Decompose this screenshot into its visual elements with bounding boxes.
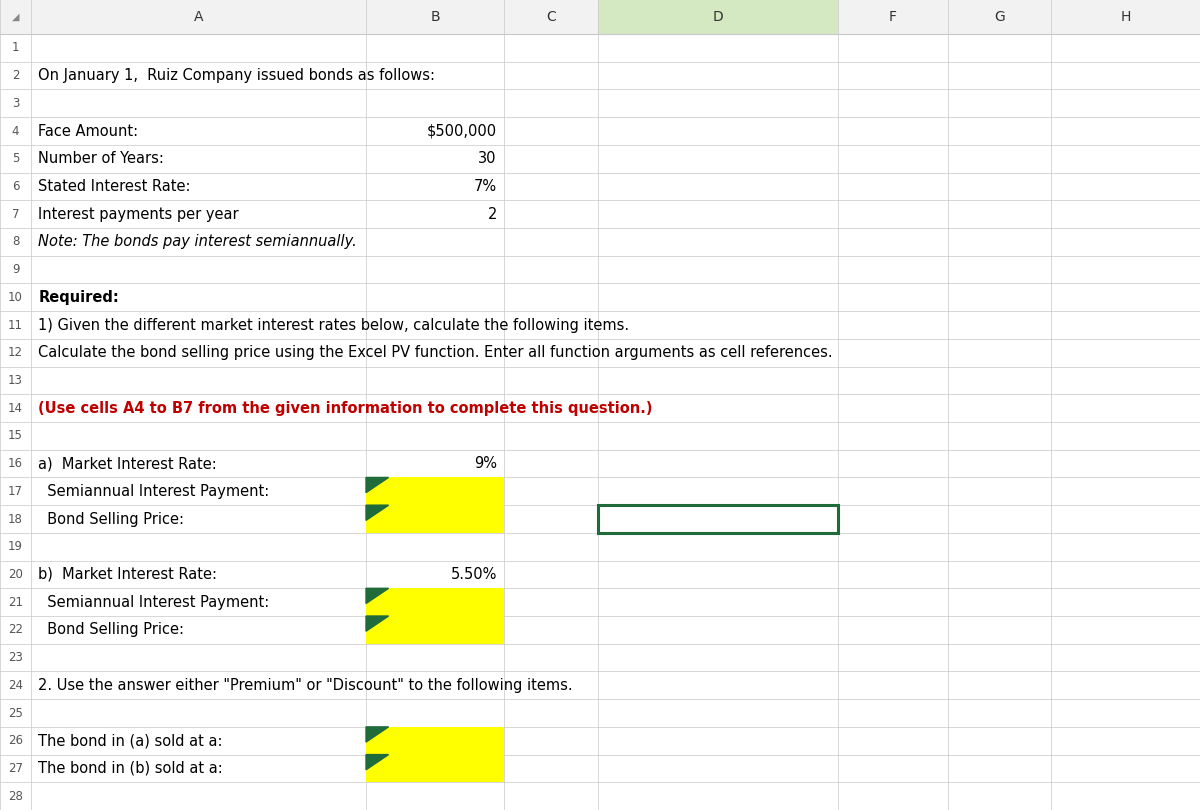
Bar (0, 0, 1200, 34)
Text: 30: 30 (479, 151, 497, 166)
Text: 9: 9 (12, 263, 19, 276)
Text: 20: 20 (8, 568, 23, 581)
Text: Note: The bonds pay interest semiannually.: Note: The bonds pay interest semiannuall… (38, 234, 358, 249)
Text: 8: 8 (12, 236, 19, 249)
Text: 18: 18 (8, 513, 23, 526)
Polygon shape (366, 477, 389, 492)
Text: 19: 19 (8, 540, 23, 553)
Polygon shape (366, 755, 389, 770)
Text: A: A (194, 10, 203, 24)
Text: The bond in (b) sold at a:: The bond in (b) sold at a: (38, 761, 223, 776)
Text: G: G (995, 10, 1004, 24)
Text: 22: 22 (8, 624, 23, 637)
Text: Semiannual Interest Payment:: Semiannual Interest Payment: (38, 595, 270, 610)
Text: 23: 23 (8, 651, 23, 664)
Polygon shape (366, 588, 389, 603)
Text: F: F (889, 10, 896, 24)
Text: The bond in (a) sold at a:: The bond in (a) sold at a: (38, 733, 223, 748)
Text: C: C (546, 10, 556, 24)
Text: On January 1,  Ruiz Company issued bonds as follows:: On January 1, Ruiz Company issued bonds … (38, 68, 436, 83)
Text: Number of Years:: Number of Years: (38, 151, 164, 166)
Text: 28: 28 (8, 790, 23, 803)
Polygon shape (366, 727, 389, 742)
Text: 9%: 9% (474, 456, 497, 471)
Bar (366, 588, 504, 616)
Text: Bond Selling Price:: Bond Selling Price: (38, 511, 185, 526)
Text: 2: 2 (12, 69, 19, 82)
Text: 14: 14 (8, 402, 23, 415)
Text: D: D (713, 10, 722, 24)
Text: 26: 26 (8, 734, 23, 747)
Polygon shape (366, 505, 389, 520)
Text: 6: 6 (12, 180, 19, 193)
Bar (366, 755, 504, 782)
Text: 11: 11 (8, 318, 23, 331)
Text: 5.50%: 5.50% (450, 567, 497, 582)
Text: b)  Market Interest Rate:: b) Market Interest Rate: (38, 567, 217, 582)
Text: 1: 1 (12, 41, 19, 54)
Bar (598, 0, 838, 34)
Text: B: B (430, 10, 440, 24)
Text: H: H (1121, 10, 1130, 24)
Bar (366, 616, 504, 644)
Text: Interest payments per year: Interest payments per year (38, 207, 239, 222)
Text: 21: 21 (8, 595, 23, 608)
Polygon shape (366, 616, 389, 631)
Text: $500,000: $500,000 (427, 123, 497, 139)
Text: Calculate the bond selling price using the Excel PV function. Enter all function: Calculate the bond selling price using t… (38, 345, 833, 360)
Bar (366, 477, 504, 505)
Text: 7%: 7% (474, 179, 497, 194)
Bar (366, 727, 504, 755)
Text: 4: 4 (12, 125, 19, 138)
Text: (Use cells A4 to B7 from the given information to complete this question.): (Use cells A4 to B7 from the given infor… (38, 401, 653, 416)
Text: 2: 2 (487, 207, 497, 222)
Text: Semiannual Interest Payment:: Semiannual Interest Payment: (38, 484, 270, 499)
Text: 27: 27 (8, 762, 23, 775)
Bar (366, 505, 504, 533)
Text: 2. Use the answer either "Premium" or "Discount" to the following items.: 2. Use the answer either "Premium" or "D… (38, 678, 574, 693)
Text: 13: 13 (8, 374, 23, 387)
Bar (598, 505, 838, 533)
Text: a)  Market Interest Rate:: a) Market Interest Rate: (38, 456, 217, 471)
Text: 17: 17 (8, 485, 23, 498)
Text: 10: 10 (8, 291, 23, 304)
Text: 16: 16 (8, 457, 23, 470)
Text: 25: 25 (8, 706, 23, 719)
Text: Bond Selling Price:: Bond Selling Price: (38, 622, 185, 637)
Text: Required:: Required: (38, 290, 119, 305)
Text: ◢: ◢ (12, 12, 19, 22)
Text: 3: 3 (12, 97, 19, 110)
Text: 15: 15 (8, 429, 23, 442)
Text: Face Amount:: Face Amount: (38, 123, 138, 139)
Text: 1) Given the different market interest rates below, calculate the following item: 1) Given the different market interest r… (38, 318, 630, 333)
Text: 12: 12 (8, 346, 23, 359)
Bar (598, 505, 838, 533)
Text: Stated Interest Rate:: Stated Interest Rate: (38, 179, 191, 194)
Text: 7: 7 (12, 207, 19, 220)
Text: 24: 24 (8, 679, 23, 692)
Text: 5: 5 (12, 152, 19, 165)
